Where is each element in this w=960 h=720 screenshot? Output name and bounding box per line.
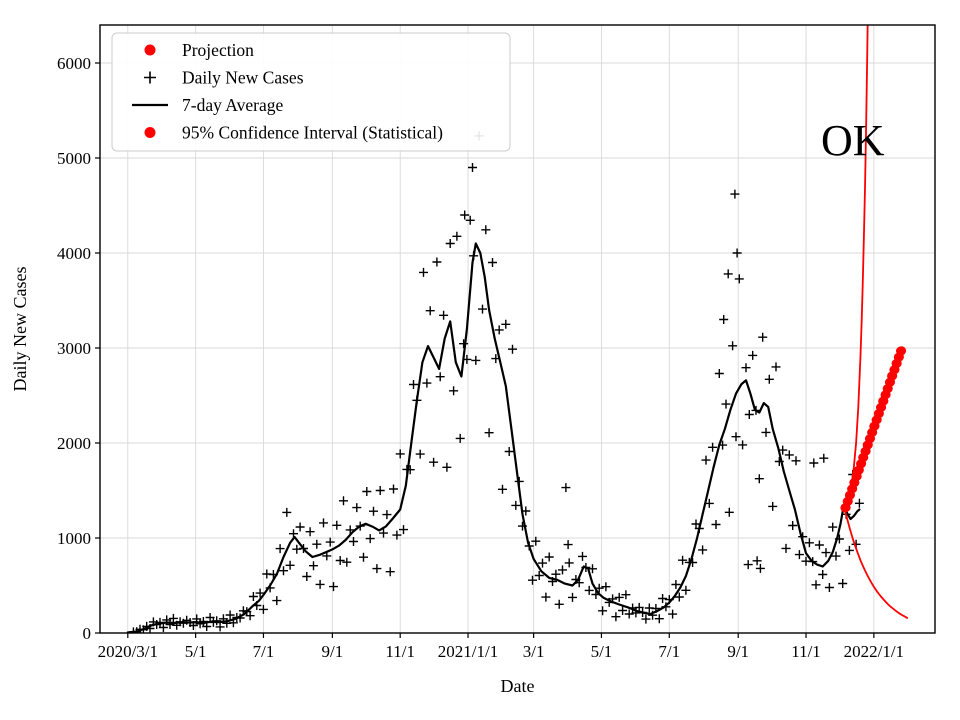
x-tick-label: 3/1 <box>523 642 545 661</box>
x-tick-label: 9/1 <box>322 642 344 661</box>
y-tick-label: 6000 <box>57 54 91 73</box>
legend-marker-plus <box>144 71 156 84</box>
y-tick-label: 3000 <box>57 339 91 358</box>
x-tick-label: 11/1 <box>791 642 821 661</box>
y-tick-label: 0 <box>83 624 92 643</box>
y-tick-label: 4000 <box>57 244 91 263</box>
legend-label: 7-day Average <box>182 95 283 115</box>
series-95-confidence-interval-lower-bound <box>844 509 909 619</box>
x-tick-label: 2020/3/1 <box>98 642 158 661</box>
legend-label: Projection <box>182 40 254 60</box>
x-axis-label: Date <box>501 676 535 696</box>
x-tick-label: 11/1 <box>385 642 415 661</box>
x-tick-label: 2022/1/1 <box>844 642 904 661</box>
y-axis: 0 1000 2000 3000 4000 5000 6000 <box>57 54 100 643</box>
annotation-ok: OK <box>821 116 885 165</box>
plot-series <box>126 25 909 633</box>
x-axis: 2020/3/1 5/1 7/1 9/1 11/1 2021/1/1 3/1 5/1 7/1 9/… <box>98 633 904 661</box>
legend-marker-dot <box>144 44 156 56</box>
legend-label: 95% Confidence Interval (Statistical) <box>182 123 443 143</box>
legend-label: Daily New Cases <box>182 68 304 88</box>
y-tick-label: 1000 <box>57 529 91 548</box>
series-projection <box>840 346 907 513</box>
legend-marker-dot <box>144 127 156 138</box>
y-tick-label: 5000 <box>57 149 91 168</box>
x-tick-label: 5/1 <box>185 642 207 661</box>
legend-box <box>111 32 511 152</box>
x-tick-label: 7/1 <box>658 642 680 661</box>
x-tick-label: 2021/1/1 <box>438 642 498 661</box>
y-axis-label: Daily New Cases <box>10 267 30 392</box>
series-7-day-average <box>126 242 861 633</box>
x-tick-label: 9/1 <box>727 642 749 661</box>
x-tick-label: 7/1 <box>253 642 275 661</box>
x-tick-label: 5/1 <box>591 642 613 661</box>
axes-frame <box>99 24 936 634</box>
y-tick-label: 2000 <box>57 434 91 453</box>
legend: Projection Daily New Cases 7-day Average 95… <box>111 32 511 152</box>
